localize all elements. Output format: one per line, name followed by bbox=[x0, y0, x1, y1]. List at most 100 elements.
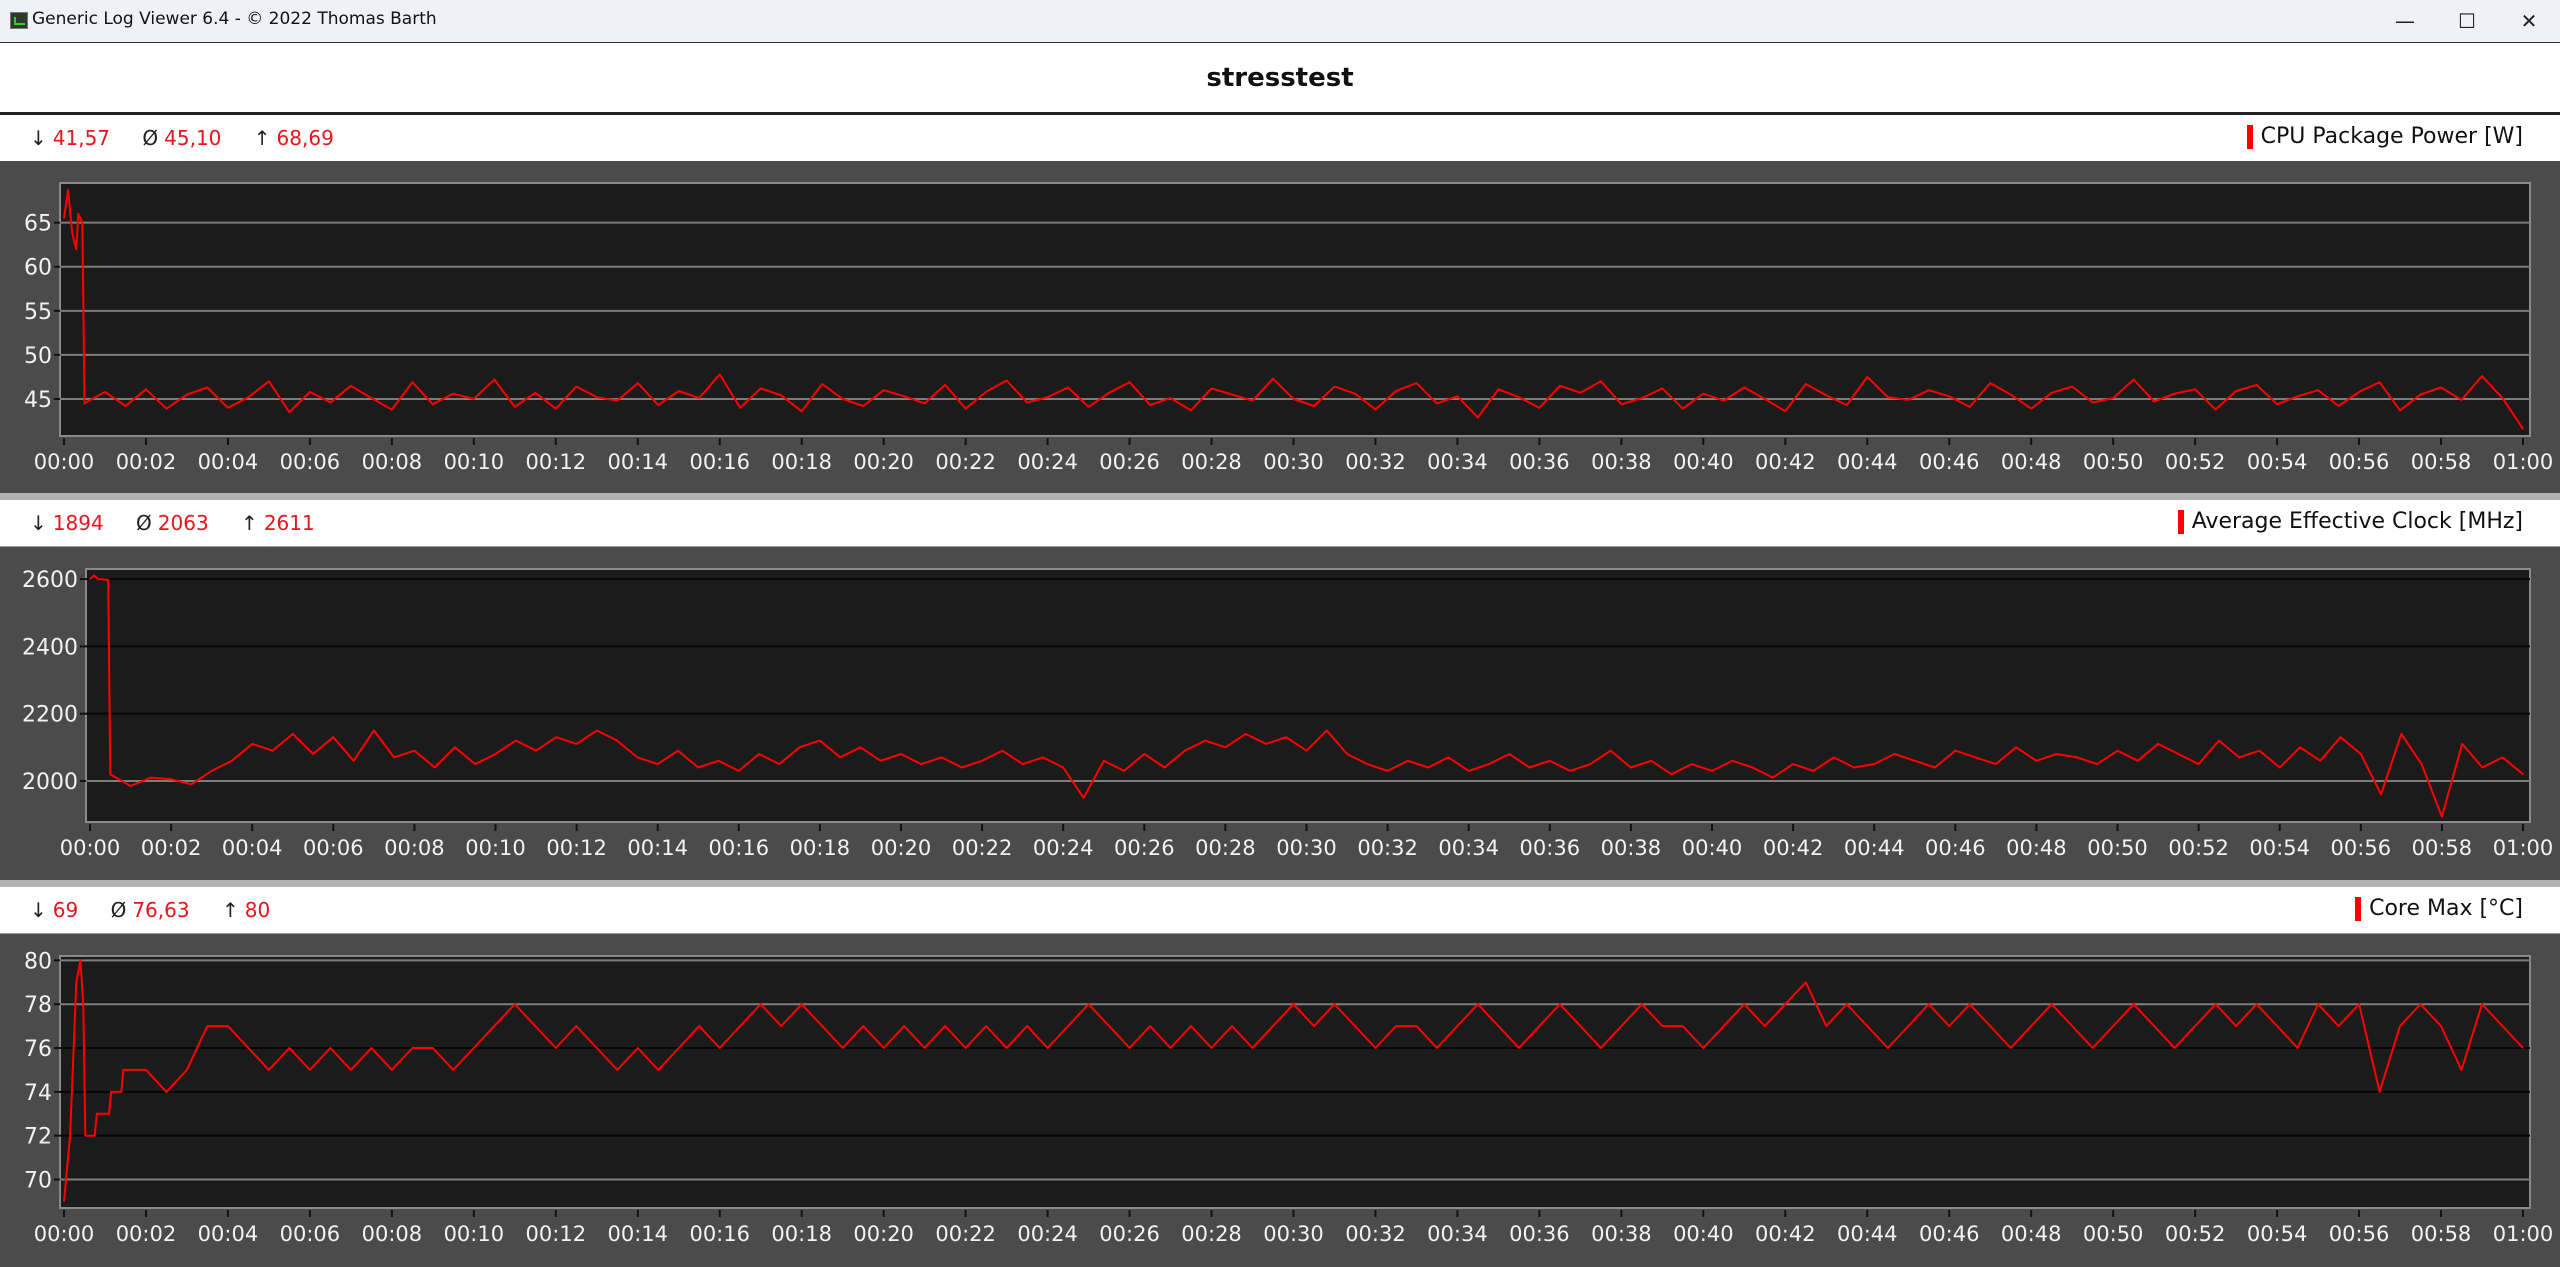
data-point bbox=[473, 1047, 475, 1049]
data-point bbox=[1169, 1047, 1172, 1049]
data-point bbox=[1354, 393, 1356, 395]
data-point bbox=[391, 1069, 393, 1071]
data-point bbox=[1743, 386, 1745, 389]
data-point bbox=[1326, 729, 1328, 732]
data-point bbox=[862, 1025, 864, 1027]
data-point bbox=[1042, 756, 1044, 758]
x-tick-label: 00:08 bbox=[362, 450, 423, 474]
data-point bbox=[1825, 1025, 1827, 1027]
data-point bbox=[636, 756, 639, 758]
minimize-button[interactable]: — bbox=[2374, 0, 2436, 42]
title-area: stresstest bbox=[0, 43, 2560, 115]
x-tick-label: 00:42 bbox=[1755, 1222, 1816, 1246]
data-point bbox=[2441, 816, 2443, 818]
data-point bbox=[63, 217, 65, 219]
data-point bbox=[780, 394, 782, 396]
data-point bbox=[1415, 382, 1418, 384]
data-point bbox=[373, 729, 375, 732]
data-point bbox=[2481, 1003, 2483, 1005]
data-point bbox=[150, 777, 152, 779]
stats: ↓ 41,57 Ø 45,10 ↑ 68,69 bbox=[30, 126, 360, 150]
data-point bbox=[719, 373, 721, 375]
panel-separator[interactable] bbox=[0, 880, 2560, 887]
data-point bbox=[1251, 1047, 1254, 1049]
maximize-button[interactable]: ☐ bbox=[2436, 0, 2498, 42]
data-point bbox=[1088, 406, 1090, 408]
x-tick-label: 00:16 bbox=[689, 1222, 750, 1246]
stat-max: 80 bbox=[244, 898, 271, 922]
data-point bbox=[1969, 1003, 1971, 1005]
x-tick-label: 00:26 bbox=[1099, 1222, 1160, 1246]
data-point bbox=[839, 756, 841, 758]
data-point bbox=[903, 1025, 905, 1027]
data-point bbox=[2440, 386, 2442, 389]
data-point bbox=[1569, 770, 1571, 772]
data-point bbox=[1969, 406, 1971, 408]
data-point bbox=[2112, 397, 2114, 399]
data-point bbox=[1047, 396, 1049, 398]
title-bar: Generic Log Viewer 6.4 - © 2022 Thomas B… bbox=[0, 0, 2560, 43]
data-point bbox=[1630, 766, 1632, 769]
data-point bbox=[1210, 1047, 1213, 1049]
x-tick-label: 00:46 bbox=[1925, 836, 1986, 860]
x-tick-label: 00:46 bbox=[1919, 1222, 1980, 1246]
data-point bbox=[332, 736, 334, 738]
data-point bbox=[2419, 394, 2422, 396]
data-point bbox=[2399, 1025, 2401, 1027]
y-tick-label: 45 bbox=[24, 388, 52, 413]
max-arrow-icon: ↑ bbox=[221, 898, 239, 922]
x-tick-label: 00:12 bbox=[546, 836, 607, 860]
data-point bbox=[1620, 1025, 1622, 1027]
data-point bbox=[107, 579, 109, 581]
data-point bbox=[555, 736, 557, 738]
data-point bbox=[247, 1047, 249, 1049]
data-point bbox=[84, 1135, 86, 1137]
data-point bbox=[2461, 743, 2463, 745]
x-tick-label: 00:54 bbox=[2249, 836, 2310, 860]
data-point bbox=[1995, 763, 1997, 765]
data-point bbox=[454, 746, 456, 748]
series-line bbox=[89, 574, 2524, 818]
data-point bbox=[985, 1025, 987, 1027]
data-point bbox=[1333, 386, 1336, 388]
y-tick-label: 50 bbox=[24, 344, 52, 369]
data-point bbox=[1169, 397, 1172, 399]
x-tick-label: 00:56 bbox=[2329, 1222, 2390, 1246]
data-point bbox=[2299, 746, 2301, 748]
x-tick-label: 00:28 bbox=[1181, 1222, 1242, 1246]
panel-header-temp: ↓ 69 Ø 76,63 ↑ 80 Core Max [°C] bbox=[0, 887, 2560, 934]
data-point bbox=[1292, 1003, 1295, 1005]
data-point bbox=[247, 396, 249, 398]
x-tick-label: 00:42 bbox=[1755, 450, 1816, 474]
x-tick-label: 00:14 bbox=[608, 450, 669, 474]
x-tick-label: 00:38 bbox=[1591, 450, 1652, 474]
data-point bbox=[1374, 409, 1377, 411]
data-point bbox=[411, 381, 413, 383]
stat-avg: 76,63 bbox=[132, 898, 190, 922]
x-tick-label: 00:48 bbox=[2001, 450, 2062, 474]
x-tick-label: 00:20 bbox=[853, 1222, 914, 1246]
x-tick-label: 00:34 bbox=[1427, 1222, 1488, 1246]
panel-separator[interactable] bbox=[0, 493, 2560, 500]
data-point bbox=[350, 1069, 352, 1071]
x-tick-label: 00:58 bbox=[2411, 450, 2472, 474]
data-point bbox=[2194, 1025, 2196, 1027]
data-point bbox=[93, 574, 95, 576]
x-tick-label: 00:02 bbox=[116, 450, 177, 474]
min-arrow-icon: ↓ bbox=[30, 898, 47, 922]
data-point bbox=[1123, 770, 1125, 772]
x-tick-label: 00:54 bbox=[2247, 1222, 2308, 1246]
close-button[interactable]: ✕ bbox=[2498, 0, 2560, 42]
data-point bbox=[1934, 766, 1936, 769]
x-tick-label: 00:12 bbox=[526, 450, 587, 474]
data-point bbox=[616, 740, 618, 742]
data-point bbox=[1751, 766, 1754, 769]
y-tick-label: 2400 bbox=[22, 635, 78, 660]
min-arrow-icon: ↓ bbox=[30, 126, 47, 150]
data-point bbox=[2358, 391, 2360, 393]
x-tick-label: 00:58 bbox=[2411, 1222, 2472, 1246]
data-point bbox=[2056, 753, 2058, 755]
stat-min: 1894 bbox=[52, 511, 104, 535]
data-point bbox=[474, 763, 476, 765]
data-point bbox=[1600, 380, 1602, 382]
